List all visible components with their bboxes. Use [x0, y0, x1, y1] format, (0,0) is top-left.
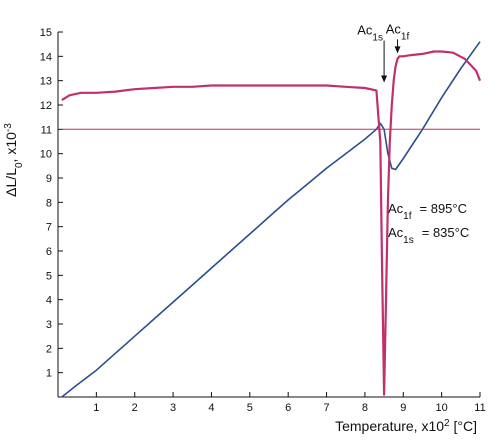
- y-tick-label-7: 7: [46, 222, 52, 234]
- y-tick-label-9: 9: [46, 173, 52, 185]
- x-tick-label-10: 10: [436, 402, 448, 414]
- y-axis-label: ΔL/L0, x10-3: [3, 123, 25, 197]
- x-tick-label-9: 9: [400, 402, 406, 414]
- y-tick-label-8: 8: [46, 197, 52, 209]
- annotation-label-1f: Ac1f: [386, 21, 410, 42]
- legend-text-ac1f: Ac1f = 895°C: [388, 201, 467, 222]
- x-tick-label-7: 7: [323, 402, 329, 414]
- x-tick-label-3: 3: [170, 402, 176, 414]
- y-tick-label-13: 13: [40, 76, 52, 88]
- y-tick-label-12: 12: [40, 100, 52, 112]
- x-tick-label-5: 5: [247, 402, 253, 414]
- tick-marks: [58, 31, 481, 397]
- y-tick-label-6: 6: [46, 246, 52, 258]
- y-tick-label-14: 14: [40, 51, 52, 63]
- transformation-temperatures: Ac1f = 895°C Ac1s = 835°C: [388, 201, 469, 246]
- y-tick-label-11: 11: [41, 124, 52, 136]
- legend-text-ac1s: Ac1s = 835°C: [388, 225, 469, 246]
- x-tick-label-11: 11: [474, 402, 485, 414]
- annotation-arrowhead-1f: [394, 46, 401, 54]
- y-tick-label-10: 10: [40, 149, 52, 161]
- y-tick-label-3: 3: [46, 319, 52, 331]
- x-tick-label-4: 4: [208, 402, 214, 414]
- y-tick-label-1: 1: [46, 368, 52, 380]
- annotation-label-1s: Ac1s: [357, 23, 383, 44]
- x-axis-label: Temperature, x102 [°C]: [335, 418, 477, 435]
- y-tick-label-2: 2: [46, 343, 52, 355]
- dilation-curve: [61, 41, 481, 398]
- y-tick-label-5: 5: [46, 270, 52, 282]
- y-tick-label-15: 15: [40, 27, 52, 39]
- axes: [57, 32, 480, 398]
- series-group: [61, 41, 482, 398]
- x-tick-label-8: 8: [362, 402, 368, 414]
- derivative-curve: [61, 50, 482, 396]
- x-tick-label-1: 1: [93, 402, 99, 414]
- x-tick-label-6: 6: [285, 402, 291, 414]
- annotation-arrowhead-1s: [381, 75, 388, 83]
- x-tick-label-2: 2: [132, 402, 138, 414]
- y-tick-label-4: 4: [46, 295, 52, 307]
